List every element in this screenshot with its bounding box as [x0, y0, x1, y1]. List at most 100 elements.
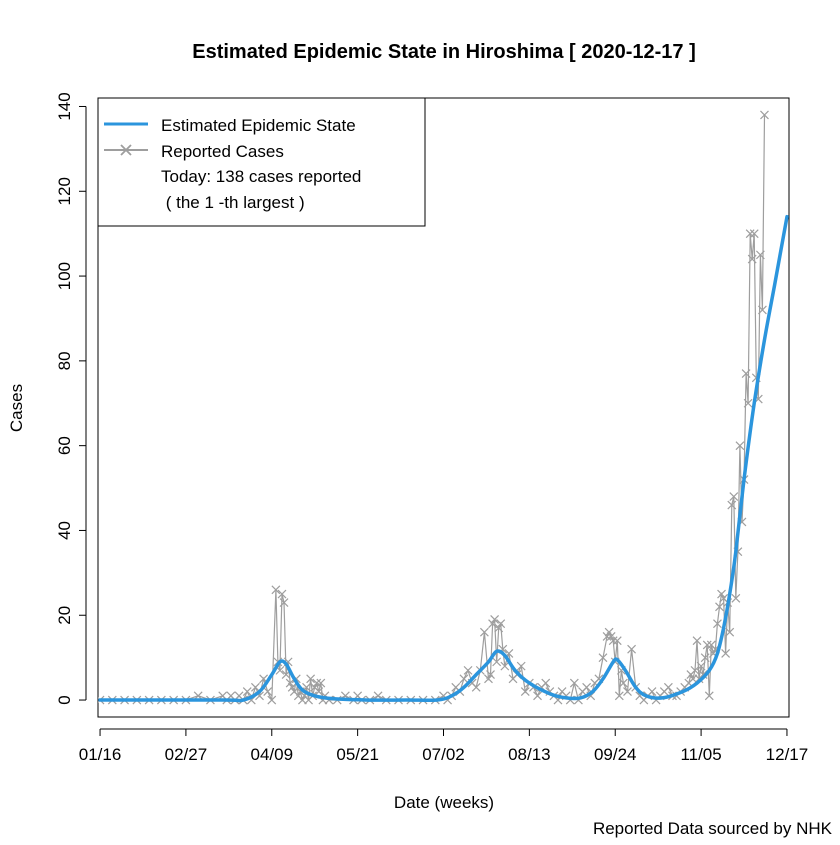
- reported-case-marker: [743, 398, 753, 408]
- reported-case-marker: [520, 687, 530, 696]
- x-tick-label: 12/17: [766, 745, 809, 764]
- reported-case-marker: [725, 627, 735, 637]
- legend-reported-label: Reported Cases: [161, 142, 284, 161]
- reported-case-marker: [702, 640, 712, 650]
- y-tick-label: 100: [55, 262, 74, 290]
- reported-case-marker: [486, 670, 495, 680]
- x-tick-label: 09/24: [594, 745, 637, 764]
- reported-case-marker: [316, 678, 326, 688]
- reported-case-marker: [250, 682, 260, 692]
- reported-case-marker: [757, 305, 767, 315]
- reported-case-marker: [516, 661, 526, 671]
- x-tick-label: 04/09: [250, 745, 293, 764]
- reported-case-marker: [463, 665, 473, 675]
- estimated-epidemic-state-line: [98, 214, 789, 703]
- reported-case-marker: [533, 691, 542, 701]
- reported-case-marker: [496, 619, 506, 629]
- x-tick-label: 05/21: [336, 745, 379, 764]
- reported-case-marker: [715, 602, 724, 612]
- reported-case-marker: [700, 653, 710, 663]
- chart-title: Estimated Epidemic State in Hiroshima [ …: [192, 41, 696, 63]
- reported-case-marker: [314, 687, 324, 696]
- reported-case-marker: [749, 229, 759, 239]
- reported-case-marker: [488, 619, 497, 629]
- x-tick-label: 11/05: [680, 745, 721, 764]
- reported-case-marker: [713, 619, 722, 629]
- reported-case-marker: [745, 229, 755, 239]
- y-tick-label: 40: [55, 521, 74, 540]
- reported-case-marker: [647, 687, 657, 696]
- reported-case-marker: [500, 661, 510, 671]
- reported-case-marker: [494, 623, 504, 633]
- legend-estimated-label: Estimated Epidemic State: [161, 116, 356, 135]
- x-axis-label: Date (weeks): [394, 793, 494, 812]
- reported-case-marker: [598, 653, 608, 663]
- reported-case-marker: [612, 636, 622, 646]
- reported-case-marker: [287, 682, 297, 692]
- source-note: Reported Data sourced by NHK: [593, 819, 833, 838]
- x-tick-label: 08/13: [508, 745, 551, 764]
- reported-case-marker: [279, 598, 289, 607]
- y-tick-label: 0: [55, 695, 74, 704]
- reported-case-marker: [663, 682, 673, 692]
- legend-today-note: Today: 138 cases reported: [161, 167, 361, 186]
- y-tick-label: 20: [55, 606, 74, 625]
- estimated-epidemic-state-series: [98, 214, 789, 703]
- reported-case-marker: [582, 682, 592, 692]
- reported-case-marker: [618, 678, 628, 688]
- reported-case-marker: [627, 644, 637, 654]
- reported-case-marker: [760, 110, 769, 120]
- reported-case-marker: [604, 627, 614, 637]
- y-tick-label: 120: [55, 177, 74, 205]
- legend: Estimated Epidemic State Reported Cases …: [97, 97, 426, 227]
- reported-case-marker: [692, 636, 702, 646]
- reported-case-marker: [459, 674, 469, 684]
- reported-case-marker: [623, 687, 632, 696]
- legend-rank-note: ( the 1 -th largest ): [161, 193, 305, 212]
- reported-case-marker: [312, 678, 322, 688]
- reported-case-marker: [729, 492, 739, 501]
- reported-case-marker: [602, 632, 612, 641]
- reported-case-marker: [471, 682, 481, 692]
- reported-case-marker: [614, 691, 624, 701]
- legend-reported-marker: [120, 144, 132, 156]
- x-axis: 01/16 02/27 04/09 05/21 07/02 08/13 09/24 11/05…: [79, 728, 809, 764]
- reported-case-marker: [267, 695, 277, 705]
- reported-case-marker: [735, 441, 745, 451]
- reported-case-marker: [541, 678, 551, 688]
- plot-frame: [97, 97, 790, 718]
- y-tick-label: 80: [55, 351, 74, 370]
- reported-case-marker: [696, 661, 706, 671]
- reported-case-marker: [747, 254, 757, 264]
- reported-case-marker: [727, 500, 737, 510]
- y-tick-label: 60: [55, 436, 74, 455]
- reported-case-marker: [717, 589, 726, 599]
- reported-case-marker: [242, 687, 252, 696]
- reported-case-marker: [277, 589, 287, 599]
- reported-case-marker: [484, 674, 493, 684]
- reported-case-marker: [285, 678, 295, 688]
- y-axis-label: Cases: [7, 384, 26, 432]
- reported-case-marker: [271, 585, 281, 595]
- reported-case-marker: [479, 627, 489, 637]
- reported-case-marker: [492, 657, 502, 667]
- reported-case-marker: [731, 593, 741, 603]
- reported-case-marker: [263, 687, 273, 696]
- reported-case-marker: [606, 632, 616, 641]
- reported-case-marker: [490, 615, 500, 624]
- reported-case-marker: [569, 678, 579, 688]
- x-tick-label: 07/02: [422, 745, 465, 764]
- y-axis: 0 20 40 60 80 100 120 140: [55, 92, 87, 705]
- reported-case-marker: [721, 648, 731, 658]
- reported-case-marker: [704, 691, 714, 701]
- x-tick-label: 01/16: [79, 745, 122, 764]
- x-tick-label: 02/27: [165, 745, 208, 764]
- reported-case-marker: [741, 369, 751, 379]
- legend-box: [97, 97, 426, 227]
- reported-case-marker: [306, 674, 316, 684]
- reported-case-marker: [608, 636, 618, 646]
- y-tick-label: 140: [55, 92, 74, 120]
- reported-case-marker: [755, 250, 765, 260]
- reported-case-marker: [690, 665, 700, 675]
